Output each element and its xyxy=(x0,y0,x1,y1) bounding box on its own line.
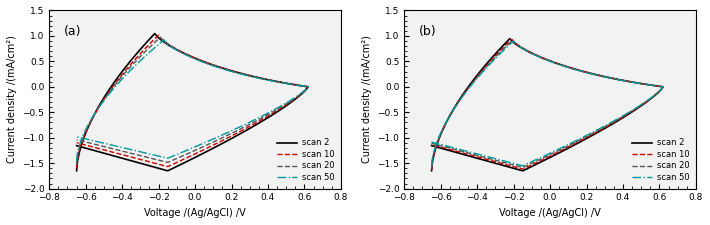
scan 50 xyxy=(186,147,195,150)
scan 10 xyxy=(541,157,550,160)
scan 10 xyxy=(283,82,291,85)
scan 20 xyxy=(427,167,436,170)
scan 10 xyxy=(638,82,646,85)
Line: scan 50: scan 50 xyxy=(432,41,663,167)
Line: scan 2: scan 2 xyxy=(432,39,663,171)
scan 20 xyxy=(283,82,291,85)
scan 20 xyxy=(617,116,626,119)
scan 50 xyxy=(72,135,81,138)
scan 20 xyxy=(72,138,81,141)
scan 2 xyxy=(192,58,201,60)
scan 20 xyxy=(192,58,201,61)
scan 2 xyxy=(617,117,626,120)
scan 20 xyxy=(72,164,81,166)
Line: scan 10: scan 10 xyxy=(432,39,663,170)
scan 10 xyxy=(192,57,201,60)
scan 50 xyxy=(226,130,234,133)
Line: scan 20: scan 20 xyxy=(77,37,308,165)
scan 10 xyxy=(155,35,164,38)
scan 20 xyxy=(427,142,436,145)
scan 50 xyxy=(541,154,550,157)
Legend: scan 2, scan 10, scan 20, scan 50: scan 2, scan 10, scan 20, scan 50 xyxy=(629,136,692,184)
scan 2 xyxy=(541,158,550,161)
scan 50 xyxy=(154,43,163,46)
scan 20 xyxy=(547,60,556,63)
scan 10 xyxy=(262,116,271,118)
scan 10 xyxy=(72,141,81,144)
scan 50 xyxy=(581,135,589,138)
scan 50 xyxy=(283,82,291,85)
scan 20 xyxy=(156,36,165,39)
scan 10 xyxy=(226,135,234,138)
scan 2 xyxy=(155,37,164,40)
scan 20 xyxy=(154,37,163,40)
scan 20 xyxy=(226,133,234,135)
Y-axis label: Current density /(mA/cm²): Current density /(mA/cm²) xyxy=(7,36,17,164)
scan 2 xyxy=(262,117,271,120)
scan 2 xyxy=(226,138,234,141)
Line: scan 2: scan 2 xyxy=(77,34,308,171)
X-axis label: Voltage /(Ag/AgCl) /V: Voltage /(Ag/AgCl) /V xyxy=(499,208,601,218)
scan 50 xyxy=(510,41,519,43)
scan 50 xyxy=(509,40,518,42)
Y-axis label: Current density /(mA/cm²): Current density /(mA/cm²) xyxy=(362,36,372,164)
scan 50 xyxy=(262,112,271,115)
X-axis label: Voltage /(Ag/AgCl) /V: Voltage /(Ag/AgCl) /V xyxy=(144,208,246,218)
scan 10 xyxy=(617,117,626,119)
scan 2 xyxy=(72,144,81,147)
scan 2 xyxy=(510,42,519,45)
scan 50 xyxy=(427,141,436,144)
scan 2 xyxy=(427,169,436,172)
scan 50 xyxy=(547,61,556,63)
scan 50 xyxy=(638,83,646,85)
scan 20 xyxy=(581,136,589,139)
scan 20 xyxy=(510,41,519,44)
scan 2 xyxy=(547,60,556,63)
scan 50 xyxy=(617,115,626,118)
Line: scan 10: scan 10 xyxy=(77,35,308,168)
scan 50 xyxy=(160,38,168,41)
Line: scan 20: scan 20 xyxy=(432,40,663,168)
scan 2 xyxy=(638,82,646,85)
scan 20 xyxy=(186,151,195,154)
scan 10 xyxy=(186,155,195,157)
scan 10 xyxy=(547,60,556,63)
scan 50 xyxy=(72,159,81,162)
Text: (a): (a) xyxy=(64,25,82,38)
scan 10 xyxy=(427,143,436,146)
scan 2 xyxy=(186,158,195,161)
scan 2 xyxy=(427,144,436,147)
Legend: scan 2, scan 10, scan 20, scan 50: scan 2, scan 10, scan 20, scan 50 xyxy=(274,136,337,184)
scan 2 xyxy=(581,138,589,141)
Line: scan 50: scan 50 xyxy=(77,40,308,161)
scan 10 xyxy=(510,41,519,43)
scan 20 xyxy=(638,82,646,85)
scan 10 xyxy=(72,167,81,170)
scan 2 xyxy=(506,37,514,40)
scan 20 xyxy=(262,114,271,117)
scan 20 xyxy=(508,39,517,42)
scan 10 xyxy=(581,137,589,140)
scan 20 xyxy=(541,155,550,158)
scan 10 xyxy=(154,34,163,36)
scan 2 xyxy=(283,82,291,85)
scan 50 xyxy=(427,165,436,168)
scan 10 xyxy=(507,38,515,41)
scan 2 xyxy=(72,169,81,172)
scan 10 xyxy=(427,169,436,171)
scan 50 xyxy=(192,58,201,61)
scan 2 xyxy=(151,32,159,35)
Text: (b): (b) xyxy=(419,25,437,38)
